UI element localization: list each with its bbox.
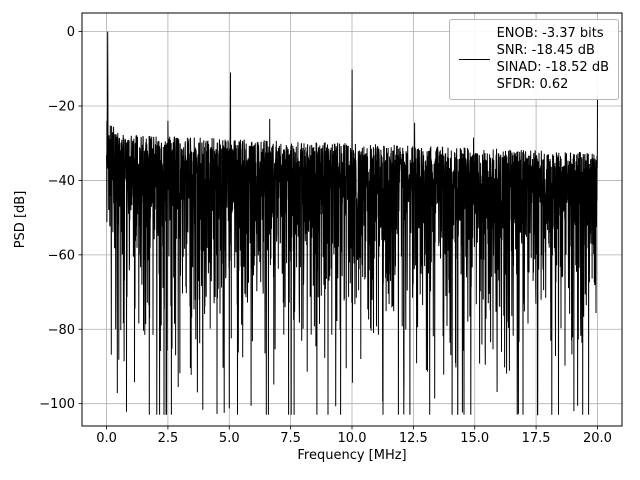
x-tick-label: 7.5 [280, 431, 301, 446]
y-tick-label: −60 [48, 248, 75, 263]
x-tick-label: 12.5 [399, 431, 428, 446]
x-tick-label: 15.0 [460, 431, 489, 446]
y-tick-label: −100 [39, 397, 75, 412]
legend-enob: ENOB: -3.37 bits [496, 26, 604, 41]
x-tick-label: 17.5 [522, 431, 551, 446]
legend-sinad: SINAD: -18.52 dB [496, 60, 609, 76]
y-tick-label: 0 [67, 25, 75, 40]
x-tick-label: 20.0 [583, 431, 612, 446]
x-axis-label: Frequency [MHz] [297, 448, 407, 463]
y-axis-label: PSD [dB] [13, 190, 28, 249]
legend-line-sample [458, 58, 490, 60]
legend: ENOB: -3.37 bits SNR: -18.45 dB SINAD: -… [448, 19, 619, 100]
legend-snr: SNR: -18.45 dB [496, 43, 595, 59]
x-tick-label: 0.0 [96, 431, 117, 446]
legend-sfdr: SFDR: 0.62 [496, 77, 569, 93]
x-tick-label: 10.0 [338, 431, 367, 446]
ticks: 0.0 2.5 5.0 7.5 10.0 12.5 15.0 17.5 20.0 0 −20 −40 −… [39, 25, 612, 446]
y-tick-label: −20 [48, 100, 75, 115]
y-tick-label: −80 [48, 323, 75, 338]
x-tick-label: 2.5 [158, 431, 179, 446]
psd-trace [106, 31, 598, 416]
y-tick-label: −40 [48, 174, 75, 189]
legend-text-block: ENOB: -3.37 bits SNR: -18.45 dB SINAD: -… [497, 25, 609, 94]
x-tick-label: 5.0 [219, 431, 240, 446]
